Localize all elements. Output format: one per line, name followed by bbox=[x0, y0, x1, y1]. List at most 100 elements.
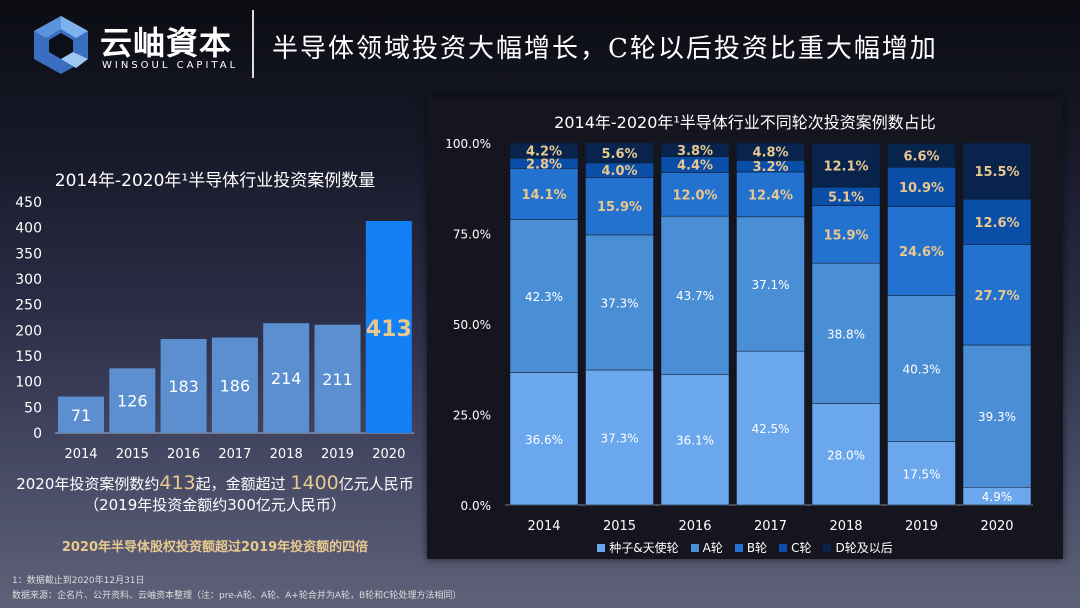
data-label: 39.3% bbox=[978, 410, 1016, 424]
bar-segment bbox=[660, 215, 730, 375]
y-tick-label: 350 bbox=[15, 246, 42, 262]
data-label: 5.1% bbox=[828, 190, 864, 205]
data-label: 27.7% bbox=[974, 289, 1019, 304]
x-tick-label: 2018 bbox=[829, 519, 862, 534]
data-label: 12.6% bbox=[974, 216, 1019, 231]
legend-label: B轮 bbox=[746, 541, 768, 555]
x-tick-label: 2017 bbox=[754, 519, 787, 534]
y-tick-label: 50.0% bbox=[453, 318, 491, 332]
data-label: 4.8% bbox=[752, 146, 788, 161]
bar-segment bbox=[962, 244, 1032, 346]
bar-segment bbox=[887, 295, 956, 442]
bar-segment bbox=[660, 142, 730, 158]
x-tick-label: 2020 bbox=[980, 519, 1013, 534]
y-tick-label: 150 bbox=[15, 349, 42, 365]
data-label: 37.1% bbox=[751, 278, 789, 292]
legend-swatch bbox=[823, 544, 832, 552]
text: 2020年投资案例数约 bbox=[16, 475, 160, 493]
bar-segment bbox=[887, 143, 956, 168]
data-label: 38.8% bbox=[827, 327, 865, 341]
x-tick-label: 2015 bbox=[603, 519, 636, 534]
data-label: 12.0% bbox=[672, 188, 717, 203]
round-share-panel: 0.0% 25.0% 50.0% 75.0% 100.0% 36.6% 42.3% 14.1%… bbox=[427, 97, 1063, 559]
data-label: 4.9% bbox=[982, 490, 1013, 504]
x-tick-label: 2016 bbox=[167, 447, 200, 462]
data-label: 36.1% bbox=[676, 434, 714, 448]
data-label: 126 bbox=[117, 392, 148, 411]
data-label: 42.3% bbox=[525, 290, 563, 304]
legend-label: A轮 bbox=[702, 541, 723, 555]
round-share-chart: 0.0% 25.0% 50.0% 75.0% 100.0% 36.6% 42.3% 14.1%… bbox=[445, 137, 1033, 534]
x-tick-label: 2018 bbox=[270, 447, 303, 462]
x-tick-label: 2014 bbox=[64, 447, 97, 462]
data-label: 40.3% bbox=[902, 363, 940, 377]
legend-item: 种子&天使轮 bbox=[597, 539, 679, 556]
bar-segment bbox=[962, 142, 1032, 200]
bar-segment bbox=[660, 172, 730, 217]
bar-segment bbox=[585, 234, 654, 371]
legend: 种子&天使轮 A轮 B轮 C轮 D轮及以后 bbox=[427, 539, 1063, 556]
y-tick-label: 100.0% bbox=[445, 137, 491, 151]
y-tick-label: 50 bbox=[24, 400, 42, 416]
logo-icon bbox=[34, 16, 88, 74]
legend-label: 种子&天使轮 bbox=[609, 541, 679, 555]
data-label: 37.3% bbox=[600, 431, 638, 445]
bar-segment bbox=[736, 350, 805, 506]
x-tick-label: 2019 bbox=[905, 519, 938, 534]
bar-segment bbox=[887, 206, 956, 297]
bar-segment bbox=[585, 177, 654, 236]
data-label: 6.6% bbox=[903, 149, 939, 164]
y-tick-label: 450 bbox=[15, 195, 42, 211]
data-label: 183 bbox=[168, 377, 199, 396]
text: 亿元人民币 bbox=[338, 475, 414, 493]
data-label: 3.2% bbox=[752, 160, 788, 175]
source-note: 数据来源：企名片、公开资料、云岫资本整理（注：pre-A轮、A轮、A+轮合并为A… bbox=[12, 591, 462, 601]
bar-segment bbox=[585, 142, 654, 164]
bar-segment bbox=[811, 262, 881, 404]
bar-segment bbox=[811, 205, 881, 264]
data-label: 15.9% bbox=[597, 200, 642, 215]
data-label: 4.0% bbox=[601, 164, 637, 179]
y-tick-label: 300 bbox=[15, 272, 42, 288]
legend-item: B轮 bbox=[734, 539, 768, 556]
legend-swatch bbox=[734, 544, 743, 552]
data-label: 36.6% bbox=[525, 433, 563, 447]
bar-segment bbox=[736, 171, 805, 218]
bar bbox=[314, 324, 361, 433]
data-label: 42.5% bbox=[751, 422, 789, 436]
brand-name: 云岫資本 bbox=[100, 24, 233, 62]
bar-segment bbox=[811, 143, 881, 188]
bar bbox=[263, 323, 310, 433]
data-label: 214 bbox=[271, 369, 302, 388]
bar bbox=[365, 220, 412, 433]
bar bbox=[109, 368, 156, 433]
x-tick-label: 2019 bbox=[321, 447, 354, 462]
legend-swatch bbox=[779, 544, 788, 552]
data-label: 413 bbox=[366, 317, 412, 342]
summary-line-2: （2019年投资金额约300亿元人民币） bbox=[84, 496, 346, 514]
bar-segment bbox=[509, 219, 579, 373]
bar-segment bbox=[811, 403, 881, 506]
y-tick-label: 400 bbox=[15, 221, 42, 237]
bar-segment bbox=[509, 142, 579, 159]
data-label: 3.8% bbox=[677, 144, 713, 159]
bar-segment bbox=[660, 374, 730, 506]
data-label: 10.9% bbox=[899, 181, 944, 196]
data-label: 37.3% bbox=[600, 296, 638, 310]
y-tick-label: 25.0% bbox=[453, 409, 491, 423]
legend-label: D轮及以后 bbox=[835, 541, 893, 555]
legend-swatch bbox=[690, 544, 699, 552]
data-label: 4.2% bbox=[526, 145, 562, 160]
text: 起，金额超过 bbox=[195, 475, 291, 493]
page-title: 半导体领域投资大幅增长，C轮以后投资比重大幅增加 bbox=[272, 34, 938, 64]
data-label: 28.0% bbox=[827, 448, 865, 462]
bar-segment bbox=[585, 369, 654, 506]
x-tick-label: 2016 bbox=[678, 519, 711, 534]
right-chart-title: 2014年-2020年¹半导体行业不同轮次投资案例数占比 bbox=[554, 113, 936, 132]
data-label: 12.1% bbox=[823, 159, 868, 174]
data-label: 24.6% bbox=[899, 245, 944, 260]
footnote: 1：数据截止到2020年12月31日 bbox=[12, 576, 145, 586]
y-tick-label: 250 bbox=[15, 298, 42, 314]
bar-segment bbox=[736, 142, 805, 161]
data-label: 12.4% bbox=[748, 188, 793, 203]
